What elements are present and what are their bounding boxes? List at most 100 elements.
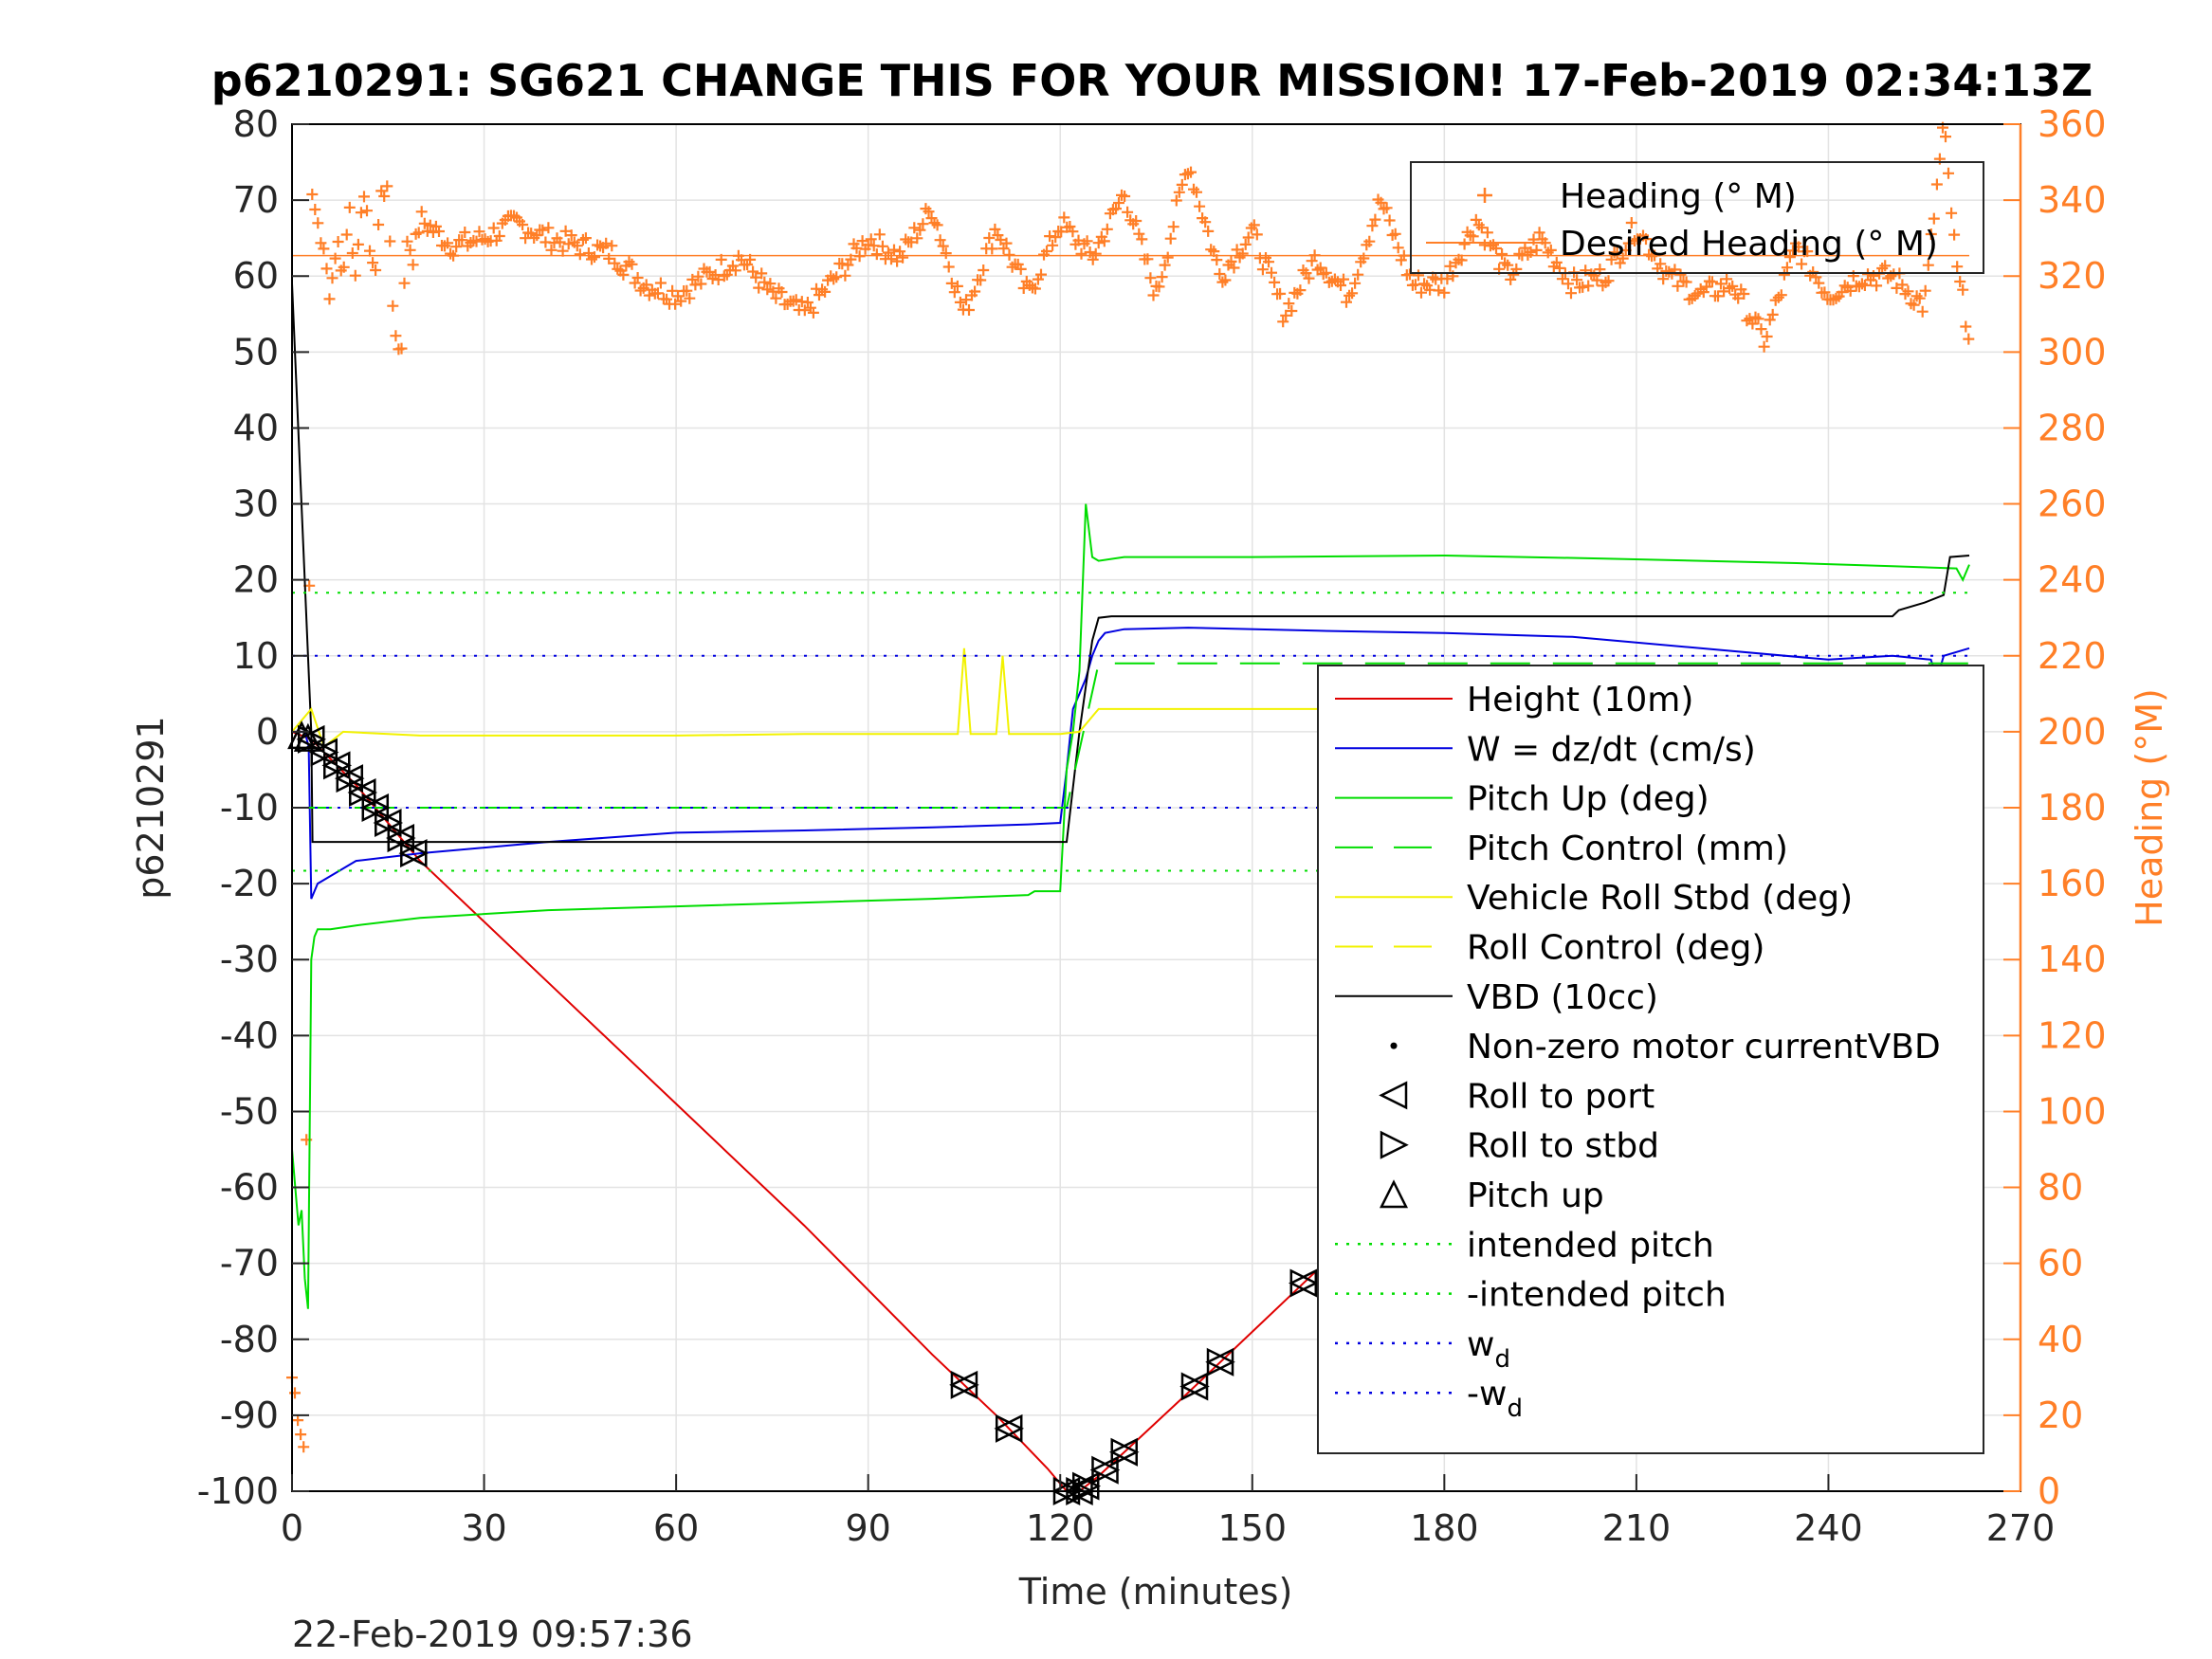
y-tick-label: -10 — [220, 787, 279, 829]
legend-top: Heading (° M) Desired Heading (° M) — [1410, 161, 1984, 274]
series-line-vbd-10cc- — [291, 283, 1970, 844]
legend-main-label-text: Roll to port — [1467, 1077, 1654, 1116]
y-tick-label: -90 — [220, 1395, 279, 1436]
y-tick-label: 30 — [233, 483, 279, 525]
roll-port-marker — [398, 839, 428, 868]
y-tick-label: 20 — [233, 559, 279, 601]
y2-tick-label: 220 — [2038, 635, 2107, 677]
legend-main-label-text: Height (10m) — [1467, 681, 1693, 720]
x-tick-label: 180 — [1410, 1507, 1479, 1549]
legend-main-label: Pitch Control (mm) — [1467, 830, 1788, 868]
legend-main-label-text: Pitch Up (deg) — [1467, 780, 1709, 819]
legend-main-label-text: Pitch up — [1467, 1176, 1604, 1215]
roll-port-marker — [1108, 1437, 1138, 1467]
y2-tick-label: 60 — [2038, 1243, 2083, 1285]
legend-main: Height (10m) W = dz/dt (cm/s) Pitch Up (de… — [1317, 665, 1984, 1454]
x-tick-label: 150 — [1218, 1507, 1288, 1549]
chart-title: p6210291: SG621 CHANGE THIS FOR YOUR MIS… — [211, 55, 2093, 106]
legend-main-label: Pitch up — [1467, 1176, 1604, 1215]
legend-main-label-text: VBD (10cc) — [1467, 978, 1658, 1017]
x-axis-label: Time (minutes) — [1018, 1571, 1293, 1613]
legend-main-label-text: -intended pitch — [1467, 1276, 1727, 1315]
y2-tick-label: 140 — [2038, 939, 2107, 980]
series-line-pitch-up-deg- — [291, 503, 1970, 1309]
x-tick-label: 90 — [845, 1507, 890, 1549]
legend-main-label-text: W = dz/dt (cm/s) — [1467, 730, 1756, 769]
legend-main-label-text: w — [1467, 1325, 1494, 1364]
y2-tick-label: 300 — [2038, 331, 2107, 373]
legend-top-label: Heading (° M) — [1560, 177, 1797, 216]
legend-main-box — [1317, 665, 1984, 1454]
legend-main-label-text: Vehicle Roll Stbd (deg) — [1467, 879, 1853, 918]
x-axis: 0 30 60 90 120 150 180 210 240 270 — [281, 1474, 2055, 1549]
y-axis-right: 3603403203002802602402202001801601401201… — [2003, 103, 2107, 1512]
y2-tick-label: 80 — [2038, 1167, 2083, 1209]
y-tick-label: -60 — [220, 1167, 279, 1209]
legend-main-label: Roll to stbd — [1467, 1127, 1659, 1166]
legend-main-label: -intended pitch — [1467, 1276, 1727, 1315]
x-tick-label: 210 — [1602, 1507, 1672, 1549]
y-tick-label: -100 — [197, 1470, 279, 1512]
y-tick-label: 60 — [233, 255, 279, 297]
y-tick-label: -30 — [220, 939, 279, 980]
legend-main-label: VBD (10cc) — [1467, 978, 1658, 1017]
y2-tick-label: 40 — [2038, 1319, 2083, 1360]
y-axis-left: 80 70 60 50 40 30 20 10 0 -10 -20 -30 -40 -50 -60 -70 -8… — [197, 103, 309, 1512]
y-tick-label: -20 — [220, 863, 279, 904]
y2-tick-label: 180 — [2038, 787, 2107, 829]
legend-main-label: Pitch Up (deg) — [1467, 780, 1709, 819]
legend-main-label: Roll Control (deg) — [1467, 929, 1764, 968]
timestamp: 22-Feb-2019 09:57:36 — [292, 1613, 693, 1655]
legend-swatch-dot — [1390, 1042, 1398, 1049]
x-tick-label: 240 — [1794, 1507, 1863, 1549]
legend-top-label: Desired Heading (° M) — [1560, 225, 1938, 264]
x-tick-label: 60 — [653, 1507, 699, 1549]
x-tick-label: 0 — [281, 1507, 303, 1549]
pitch-up-marker — [293, 722, 322, 752]
legend-main-label: Roll to port — [1467, 1077, 1654, 1116]
legend-main-label: Height (10m) — [1467, 681, 1693, 720]
y-tick-label: -40 — [220, 1014, 279, 1056]
y2-tick-label: 20 — [2038, 1395, 2083, 1436]
y-tick-label: 50 — [233, 331, 279, 373]
y2-tick-label: 240 — [2038, 559, 2107, 601]
roll-port-marker — [1288, 1268, 1318, 1298]
legend-main-label-text: Non-zero motor currentVBD — [1467, 1028, 1941, 1066]
legend-top-plus-swatch — [1477, 188, 1492, 203]
legend-swatch-tri-right — [1380, 1130, 1409, 1159]
y2-tick-label: 320 — [2038, 255, 2107, 297]
legend-main-label: intended pitch — [1467, 1226, 1714, 1265]
y2-tick-label: 120 — [2038, 1014, 2107, 1056]
y2-tick-label: 360 — [2038, 103, 2107, 145]
roll-port-marker — [994, 1413, 1023, 1443]
y2-tick-label: 200 — [2038, 711, 2107, 753]
legend-main-label-text: Roll Control (deg) — [1467, 929, 1764, 968]
legend-main-label: -wd — [1467, 1375, 1523, 1423]
legend-main-label-text: -w — [1467, 1375, 1507, 1413]
x-tick-label: 270 — [1986, 1507, 2056, 1549]
y-axis-label: p6210291 — [130, 716, 172, 899]
roll-port-marker — [1179, 1372, 1209, 1401]
pitch-up-marker — [287, 720, 317, 750]
legend-swatch-tri-up — [1379, 1179, 1409, 1209]
legend-top-box — [1410, 161, 1984, 274]
y2-tick-label: 340 — [2038, 179, 2107, 221]
legend-main-label-subscript: d — [1507, 1395, 1523, 1423]
legend-main-label-text: Roll to stbd — [1467, 1127, 1659, 1166]
y2-tick-label: 100 — [2038, 1090, 2107, 1132]
y2-tick-label: 260 — [2038, 483, 2107, 525]
y-tick-label: -50 — [220, 1090, 279, 1132]
y2-tick-label: 0 — [2038, 1470, 2060, 1512]
legend-main-label-text: intended pitch — [1467, 1226, 1714, 1265]
legend-main-label-subscript: d — [1494, 1345, 1510, 1374]
y-tick-label: 0 — [256, 711, 279, 753]
x-tick-label: 120 — [1026, 1507, 1095, 1549]
y2-tick-label: 160 — [2038, 863, 2107, 904]
roll-port-marker — [1205, 1347, 1234, 1376]
x-tick-label: 30 — [461, 1507, 506, 1549]
legend-main-label-text: Pitch Control (mm) — [1467, 830, 1788, 868]
legend-swatch-tri-left — [1379, 1081, 1408, 1110]
y-tick-label: 70 — [233, 179, 279, 221]
roll-port-marker — [1070, 1471, 1100, 1501]
legend-main-label: Non-zero motor currentVBD — [1467, 1028, 1941, 1066]
